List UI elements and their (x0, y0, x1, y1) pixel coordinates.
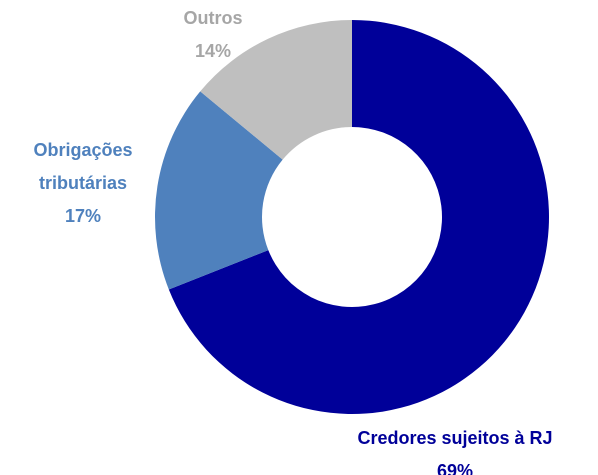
slice-label: Outros 14% (143, 2, 283, 68)
value-label: 69% (436, 461, 474, 475)
donut-slice (168, 20, 549, 415)
donut-slice (200, 20, 352, 160)
category-name: Credores sujeitos à RJ (357, 428, 553, 448)
value-label: 14% (194, 41, 232, 61)
value-label: 17% (64, 206, 102, 226)
slice-label: Obrigações tributárias 17% (8, 134, 158, 233)
category-name: Outros (183, 8, 243, 28)
category-name: Obrigações tributárias (33, 140, 133, 193)
donut-slice (155, 91, 283, 290)
slice-label: Credores sujeitos à RJ 69% (320, 422, 590, 475)
